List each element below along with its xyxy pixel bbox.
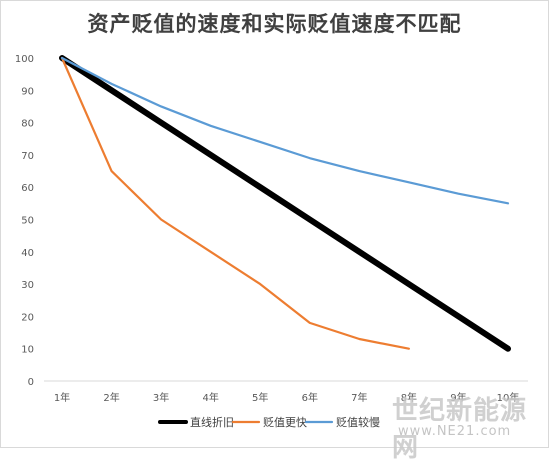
- y-tick-label: 0: [28, 377, 34, 388]
- x-tick-label: 8年: [401, 391, 417, 404]
- x-tick-label: 3年: [153, 391, 169, 404]
- legend: 直线折旧 贬值更快 贬值较慢: [158, 415, 380, 429]
- x-tick-label: 6年: [302, 391, 318, 404]
- y-tick-label: 50: [21, 216, 34, 227]
- x-axis-tick-labels: 1年 2年 3年 4年 5年 6年 7年 8年 9年 10年: [54, 391, 520, 404]
- legend-label: 直线折旧: [190, 415, 234, 429]
- series-line: [60, 56, 510, 205]
- x-tick-label: 9年: [450, 391, 466, 404]
- y-tick-label: 20: [21, 312, 34, 323]
- y-tick-label: 10: [21, 345, 34, 356]
- series-lines: [59, 55, 511, 352]
- y-tick-label: 60: [21, 183, 34, 194]
- legend-label: 贬值更快: [263, 416, 307, 429]
- series-line: [59, 55, 511, 352]
- x-tick-label: 4年: [202, 391, 218, 404]
- x-tick-label: 2年: [103, 391, 119, 404]
- x-tick-label: 5年: [252, 391, 268, 404]
- line-chart: 0 10 20 30 40 50 60 70 80 90 100 1年 2年 3年 4年 5年 6年 7年 8年 9…: [15, 54, 528, 429]
- series-line: [60, 56, 410, 350]
- x-tick-label: 10年: [497, 391, 520, 404]
- legend-label: 贬值较慢: [336, 415, 380, 429]
- chart-title: 资产贬值的速度和实际贬值速度不匹配: [87, 11, 462, 36]
- y-tick-label: 30: [21, 280, 34, 291]
- y-tick-label: 90: [21, 86, 34, 97]
- y-tick-label: 80: [21, 119, 34, 130]
- y-tick-label: 100: [15, 54, 34, 65]
- x-tick-label: 7年: [351, 391, 367, 404]
- y-tick-label: 70: [21, 151, 34, 162]
- x-tick-label: 1年: [54, 391, 70, 404]
- y-tick-label: 40: [21, 248, 34, 259]
- y-axis-tick-labels: 0 10 20 30 40 50 60 70 80 90 100: [15, 54, 34, 388]
- watermark-url: www.NE21.com: [398, 424, 512, 439]
